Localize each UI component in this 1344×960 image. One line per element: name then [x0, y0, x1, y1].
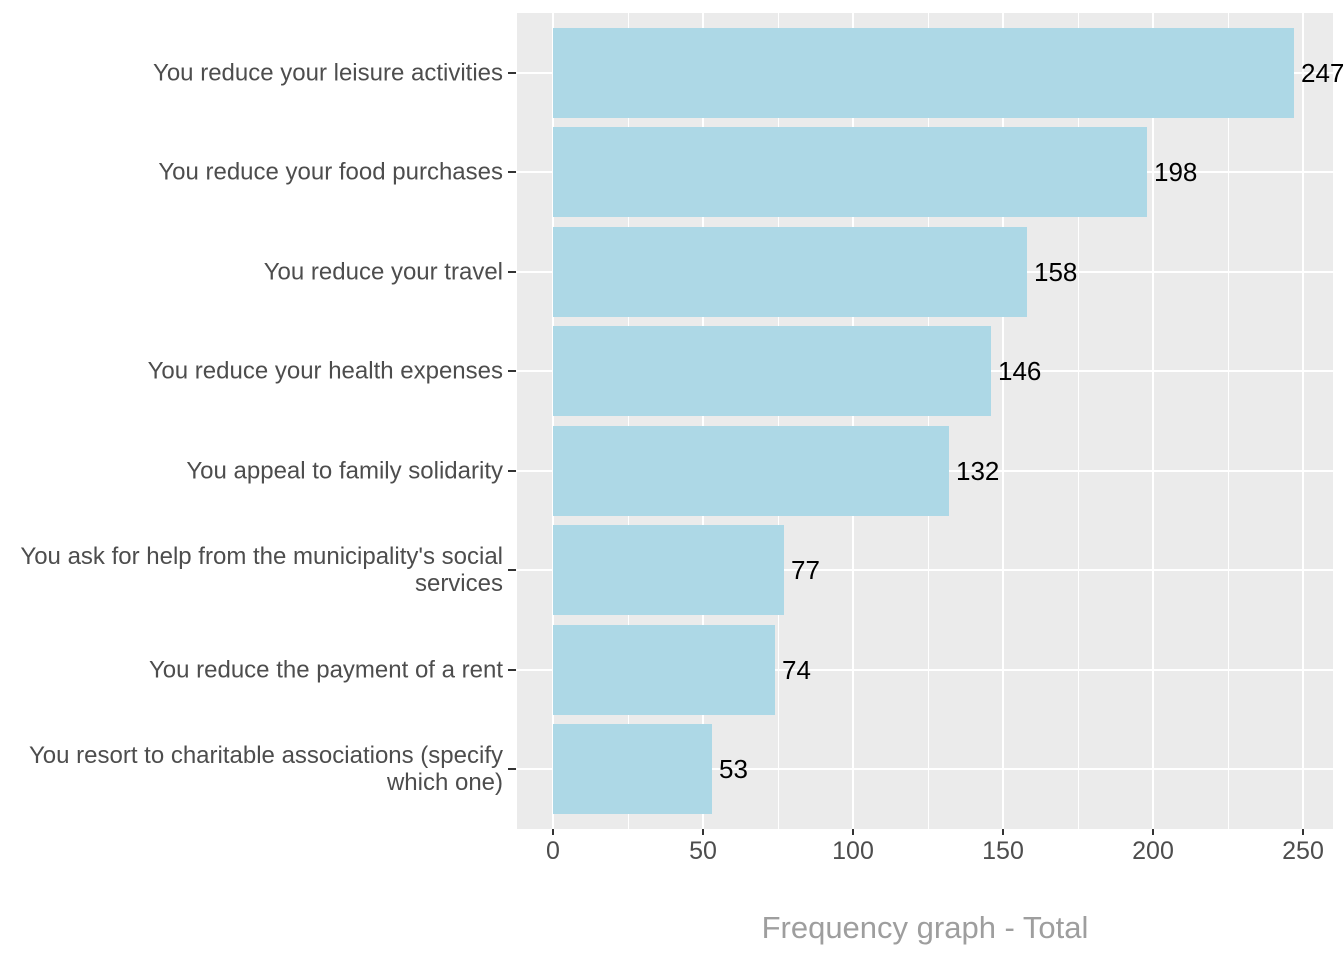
y-axis-tick	[508, 469, 516, 472]
y-axis-label: You ask for help from the municipality's…	[20, 543, 503, 598]
gridline-y-major	[517, 768, 1333, 771]
gridline-x-major	[1002, 13, 1004, 829]
value-label: 247	[1301, 57, 1344, 88]
gridline-x-minor	[1078, 13, 1079, 829]
gridline-x-minor	[928, 13, 929, 829]
bar	[553, 724, 712, 815]
value-label: 158	[1034, 256, 1078, 287]
gridline-x-major	[552, 13, 554, 829]
value-label: 74	[782, 654, 811, 685]
y-axis-label: You appeal to family solidarity	[186, 457, 503, 485]
gridline-x-minor	[778, 13, 779, 829]
y-axis-tick	[508, 569, 516, 572]
y-axis: You reduce your leisure activities You re…	[0, 0, 516, 960]
value-label: 198	[1154, 157, 1198, 188]
gridline-y-major	[517, 668, 1333, 671]
bar	[553, 127, 1147, 218]
bar	[553, 27, 1294, 118]
value-label: 146	[998, 356, 1042, 387]
value-label: 132	[956, 455, 1000, 486]
bar	[553, 226, 1027, 317]
y-axis-label: You reduce your travel	[263, 258, 503, 286]
y-axis-label: You reduce your leisure activities	[153, 59, 503, 87]
y-axis-tick	[508, 171, 516, 174]
bar	[553, 425, 949, 516]
y-axis-tick	[508, 370, 516, 373]
x-axis-tick	[1002, 829, 1004, 835]
x-axis-tick	[852, 829, 854, 835]
chart-caption: Frequency graph - Total	[761, 910, 1089, 945]
x-axis-tick-label: 200	[1132, 837, 1174, 865]
x-axis-tick	[552, 829, 554, 835]
x-axis-tick	[1152, 829, 1154, 835]
gridline-x-major	[1152, 13, 1154, 829]
y-axis-label: You resort to charitable associations (s…	[28, 742, 503, 797]
plot-panel: 247 198 158 146 132 77 74 53	[517, 13, 1344, 829]
value-label: 53	[719, 754, 748, 785]
x-axis-tick-label: 150	[982, 837, 1024, 865]
x-axis-tick	[1302, 829, 1304, 835]
y-axis-tick	[508, 668, 516, 671]
x-axis-tick	[702, 829, 704, 835]
y-axis-tick	[508, 768, 516, 771]
x-axis-tick-label: 0	[546, 837, 560, 865]
y-axis-label: You reduce the payment of a rent	[148, 656, 503, 684]
gridline-x-major	[702, 13, 704, 829]
gridline-x-minor	[1228, 13, 1229, 829]
bar	[553, 326, 991, 417]
y-axis-label: You reduce your health expenses	[147, 357, 503, 385]
gridline-x-major	[1302, 13, 1304, 829]
gridline-x-major	[852, 13, 854, 829]
value-label: 77	[791, 555, 820, 586]
gridline-x-minor	[628, 13, 629, 829]
x-axis-tick-label: 100	[832, 837, 874, 865]
bar	[553, 525, 784, 616]
y-axis-label: You reduce your food purchases	[158, 158, 503, 186]
y-axis-tick	[508, 270, 516, 273]
x-axis-tick-label: 50	[689, 837, 717, 865]
gridline-y-major	[517, 569, 1333, 572]
x-axis-tick-label: 250	[1282, 837, 1324, 865]
y-axis-tick	[508, 71, 516, 74]
bar	[553, 624, 775, 715]
